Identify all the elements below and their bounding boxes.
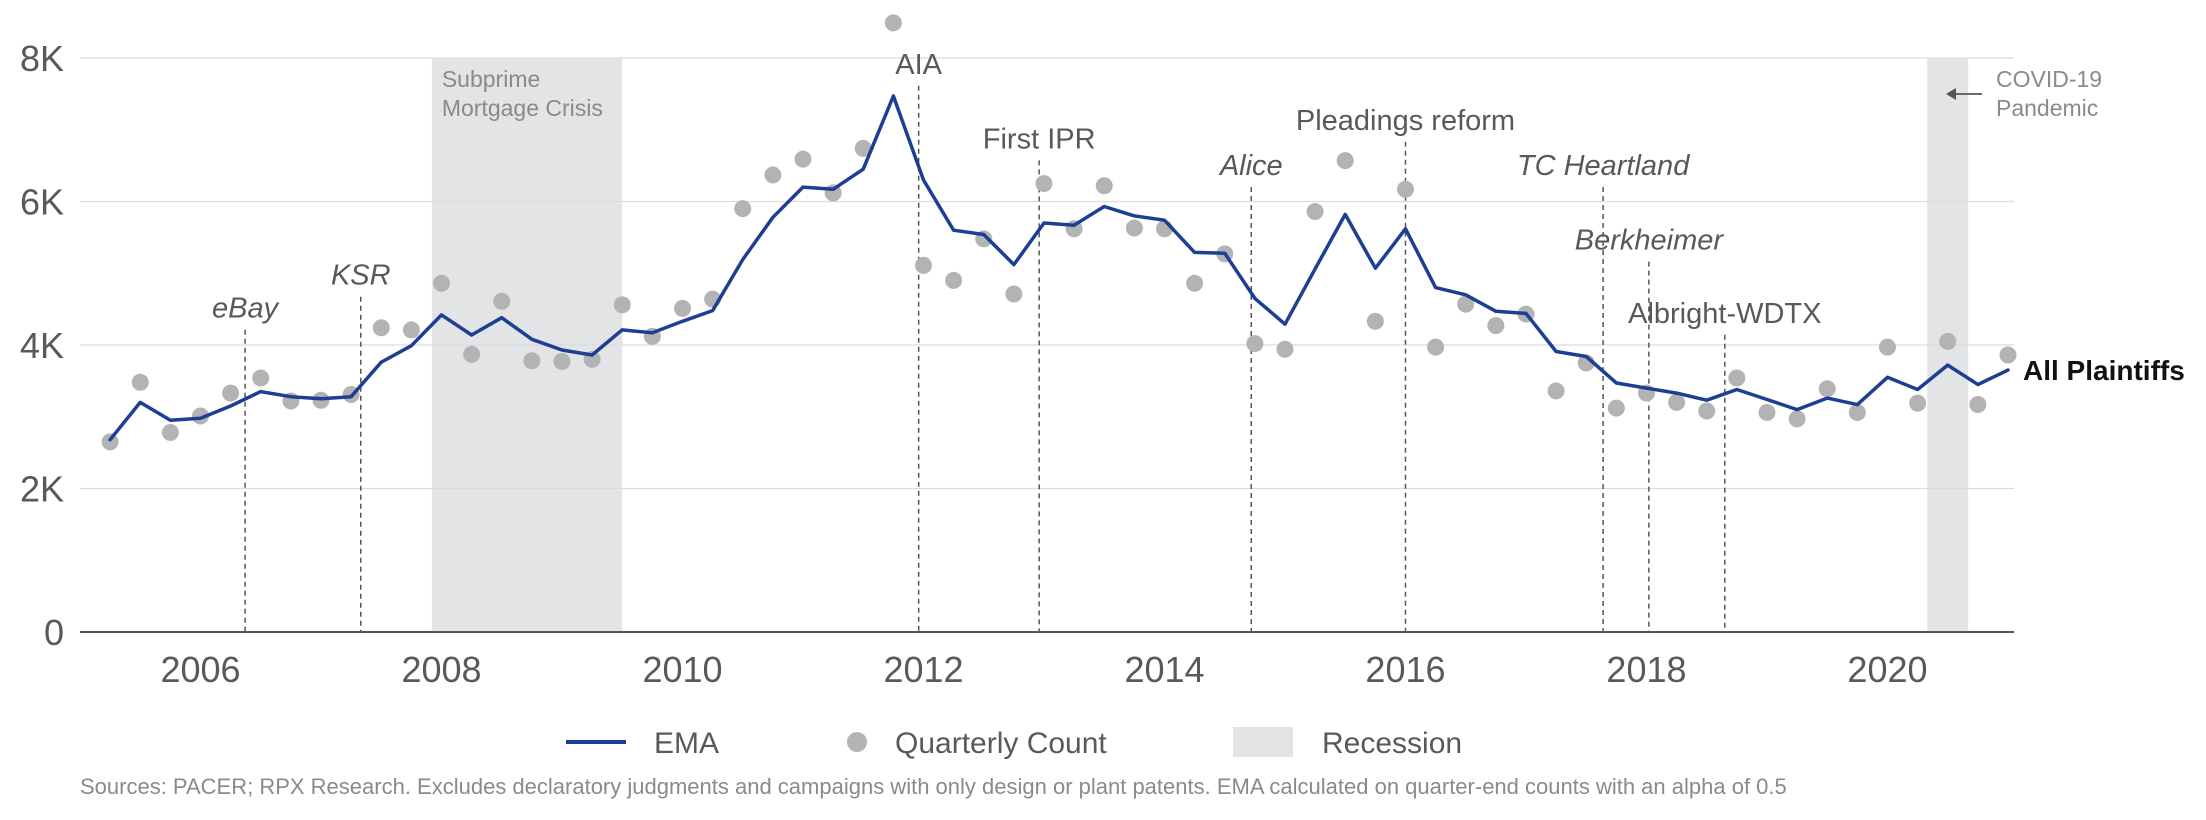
x-tick-label: 2016 (1365, 649, 1445, 690)
recession-label-line: COVID-19 (1996, 66, 2102, 92)
quarterly-count-point (945, 272, 962, 289)
y-tick-label: 2K (20, 469, 64, 510)
quarterly-count-point (915, 257, 932, 274)
x-tick-label: 2012 (883, 649, 963, 690)
x-tick-label: 2018 (1606, 649, 1686, 690)
quarterly-count-point (1337, 152, 1354, 169)
source-note: Sources: PACER; RPX Research. Excludes d… (80, 774, 1787, 800)
quarterly-count-point (1487, 317, 1504, 334)
quarterly-count-point (1939, 333, 1956, 350)
quarterly-count-point (403, 321, 420, 338)
legend-box-symbol (1233, 727, 1293, 757)
quarterly-count-point (1276, 341, 1293, 358)
x-tick-label: 2006 (160, 649, 240, 690)
event-label: KSR (331, 260, 391, 292)
x-tick-label: 2008 (401, 649, 481, 690)
quarterly-count-point (373, 319, 390, 336)
quarterly-count-point (1879, 339, 1896, 356)
quarterly-count-point (523, 352, 540, 369)
legend-dot-symbol (847, 732, 867, 752)
quarterly-count-point (222, 385, 239, 402)
x-tick-label: 2010 (642, 649, 722, 690)
quarterly-count-point (1307, 203, 1324, 220)
quarterly-count-point (674, 300, 691, 317)
quarterly-count-point (614, 296, 631, 313)
legend-label: Recession (1322, 727, 1462, 760)
quarterly-count-point (1126, 220, 1143, 237)
x-tick-label: 2014 (1124, 649, 1204, 690)
event-label: Alice (1218, 150, 1283, 182)
legend-label: EMA (654, 727, 719, 760)
quarterly-count-point (734, 200, 751, 217)
event-label: Berkheimer (1575, 225, 1725, 257)
quarterly-count-point (1668, 394, 1685, 411)
event-label: Pleadings reform (1296, 105, 1515, 137)
quarterly-count-points (102, 14, 2017, 450)
recession-label-line: Mortgage Crisis (442, 95, 603, 121)
quarterly-count-point (1005, 286, 1022, 303)
quarterly-count-point (1608, 400, 1625, 417)
quarterly-count-point (1397, 181, 1414, 198)
quarterly-count-point (132, 374, 149, 391)
y-tick-label: 6K (20, 182, 64, 223)
y-tick-label: 0 (44, 612, 64, 653)
quarterly-count-point (1186, 275, 1203, 292)
quarterly-count-point (1246, 335, 1263, 352)
y-tick-label: 4K (20, 325, 64, 366)
x-tick-label: 2020 (1847, 649, 1927, 690)
quarterly-count-point (1758, 404, 1775, 421)
quarterly-count-point (1909, 395, 1926, 412)
legend-label: Quarterly Count (895, 727, 1107, 760)
event-label: First IPR (983, 123, 1096, 155)
event-label: eBay (212, 293, 280, 325)
quarterly-count-point (885, 14, 902, 31)
quarterly-count-point (1819, 380, 1836, 397)
event-label: TC Heartland (1517, 150, 1690, 182)
quarterly-count-point (1096, 177, 1113, 194)
event-label: Albright-WDTX (1628, 298, 1821, 330)
quarterly-count-point (1969, 396, 1986, 413)
series-end-label: All Plaintiffs (2023, 355, 2185, 386)
event-label: AIA (895, 49, 942, 81)
quarterly-count-point (1789, 410, 1806, 427)
quarterly-count-point (433, 275, 450, 292)
quarterly-count-point (162, 424, 179, 441)
quarterly-count-point (764, 166, 781, 183)
quarterly-count-point (553, 353, 570, 370)
quarterly-count-point (794, 151, 811, 168)
quarterly-count-point (1548, 382, 1565, 399)
quarterly-count-point (1999, 347, 2016, 364)
quarterly-count-point (1035, 175, 1052, 192)
recession-label-line: Pandemic (1996, 95, 2098, 121)
quarterly-count-point (1427, 339, 1444, 356)
quarterly-count-point (1698, 403, 1715, 420)
legend: EMA Quarterly Count Recession (566, 727, 1462, 760)
y-tick-label: 8K (20, 38, 64, 79)
quarterly-count-point (1849, 404, 1866, 421)
quarterly-count-point (1728, 370, 1745, 387)
quarterly-count-point (493, 293, 510, 310)
quarterly-count-point (1367, 313, 1384, 330)
quarterly-count-point (102, 433, 119, 450)
recession-label-line: Subprime (442, 66, 540, 92)
quarterly-count-point (252, 370, 269, 387)
quarterly-count-point (463, 346, 480, 363)
